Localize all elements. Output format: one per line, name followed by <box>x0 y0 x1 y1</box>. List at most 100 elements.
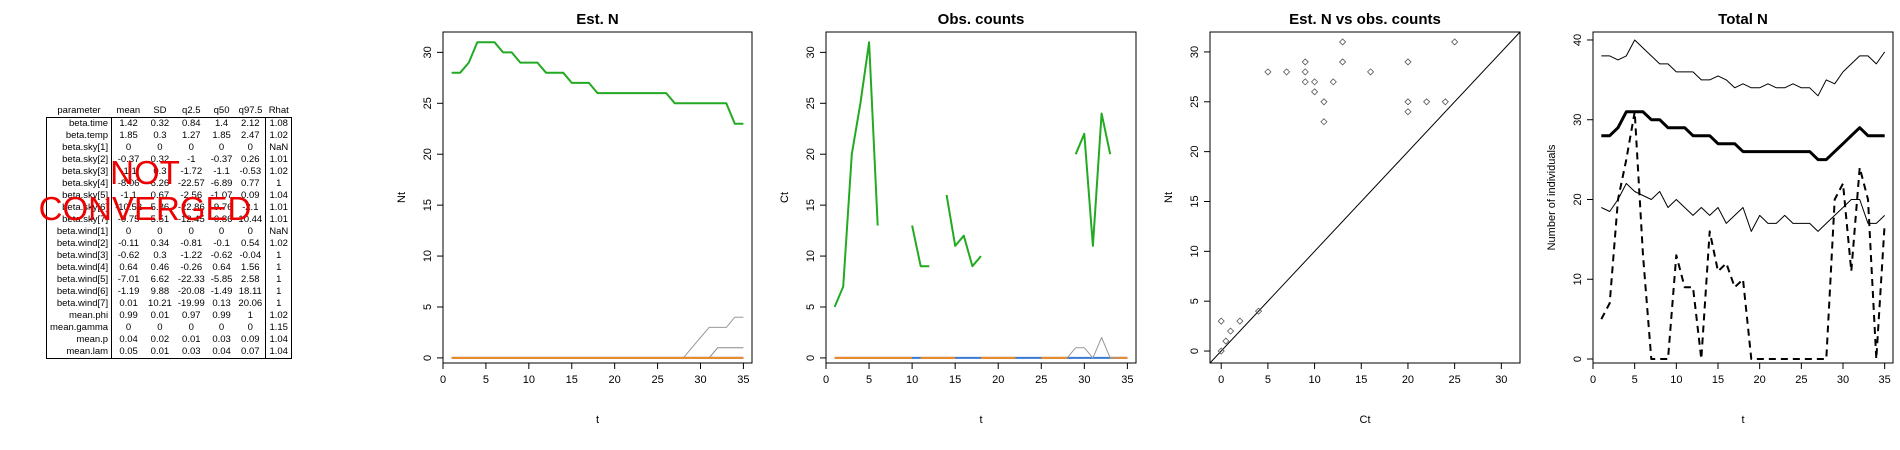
table-cell: 0 <box>188 226 194 238</box>
plot-area <box>1210 32 1520 363</box>
x-tick-label: 10 <box>1670 374 1682 386</box>
table-header-row: parameter mean SD q2.5 q50 q97.5 Rhat <box>47 105 292 118</box>
table-cell: 0.09 <box>235 334 267 346</box>
data-point <box>1423 98 1431 106</box>
table-cell: 0.01 <box>150 310 170 322</box>
table-cell: 0 <box>157 142 163 154</box>
table-cell: 1.02 <box>269 130 288 142</box>
table-row: beta.sky[2] -0.37 0.32 -1 -0.37 0.26 1.01 <box>46 154 292 166</box>
x-tick-label: 20 <box>1754 374 1766 386</box>
x-tick-label: 15 <box>566 374 578 386</box>
column-header: mean <box>116 105 141 117</box>
table-cell: -1.49 <box>210 286 233 298</box>
table-cell: -1.1 <box>213 166 230 178</box>
table-cell: 0.54 <box>235 238 267 250</box>
table-cell: beta.wind[1] <box>46 226 113 238</box>
y-tick-label: 20 <box>805 148 817 160</box>
table-cell: 10.21 <box>148 298 172 310</box>
table-cell: 1.85 <box>212 130 231 142</box>
x-tick-label: 30 <box>1078 374 1090 386</box>
table-row: mean.phi 0.99 0.01 0.97 0.99 1 1.02 <box>46 310 292 322</box>
table-cell: -1 <box>187 154 196 166</box>
y-tick-label: 5 <box>805 304 817 310</box>
data-point <box>1217 347 1225 355</box>
table-cell: -0.37 <box>210 154 233 166</box>
data-point <box>1404 108 1412 116</box>
y-axis-label: Number of individuals <box>1546 144 1558 250</box>
table-cell: -9.76 <box>210 202 233 214</box>
x-tick-label: 5 <box>483 374 489 386</box>
series-line <box>1601 183 1886 232</box>
table-cell: -0.62 <box>117 250 140 262</box>
table-row: beta.wind[1] 0 0 0 0 0 NaN <box>46 226 292 238</box>
data-point <box>1367 68 1375 76</box>
table-cell: 2.47 <box>235 130 267 142</box>
table-cell: 0 <box>218 226 225 238</box>
x-tick-label: 35 <box>737 374 749 386</box>
table-cell: mean.phi <box>46 310 113 322</box>
table-cell: 1 <box>276 274 282 286</box>
data-point <box>1236 317 1244 325</box>
table-cell: 0.04 <box>212 346 231 358</box>
table-row: beta.wind[5] -7.01 6.62 -22.33 -5.85 2.58 1 <box>46 274 292 286</box>
table-cell: 2.58 <box>235 274 267 286</box>
table-cell: 1.02 <box>269 238 288 250</box>
parameter-table-panel: parameter mean SD q2.5 q50 q97.5 Rhat beta.tim… <box>46 105 322 391</box>
table-cell: beta.sky[1] <box>46 142 113 154</box>
x-tick-label: 25 <box>651 374 663 386</box>
y-tick-label: 10 <box>1189 245 1201 257</box>
table-cell: mean.gamma <box>46 322 113 334</box>
table-cell: 1.01 <box>269 214 288 226</box>
table-cell: 1.02 <box>269 166 288 178</box>
x-axis-label: Ct <box>1360 414 1371 426</box>
table-cell: 0.99 <box>119 310 138 322</box>
table-cell: -0.86 <box>210 214 233 226</box>
x-tick-label: 5 <box>1632 374 1638 386</box>
table-cell: 0.46 <box>150 262 170 274</box>
data-point <box>1329 78 1337 86</box>
table-cell: beta.wind[7] <box>46 298 113 310</box>
table-cell: mean.p <box>46 334 113 346</box>
parameter-table: parameter mean SD q2.5 q50 q97.5 Rhat beta.tim… <box>46 105 292 359</box>
table-cell: -1.1 <box>120 166 137 178</box>
data-point <box>1320 98 1328 106</box>
table-cell: -0.04 <box>235 250 267 262</box>
table-cell: -6.89 <box>210 178 233 190</box>
data-point <box>1217 317 1225 325</box>
y-tick-label: 40 <box>1572 34 1584 46</box>
y-tick-label: 30 <box>422 46 434 58</box>
x-tick-label: 30 <box>1495 374 1507 386</box>
plot-frame <box>1592 31 1894 364</box>
x-tick-label: 20 <box>992 374 1004 386</box>
table-cell: 0 <box>188 142 194 154</box>
y-axis-label: Ct <box>779 192 791 203</box>
y-tick-label: 5 <box>1189 298 1201 304</box>
series-line <box>1601 39 1886 97</box>
table-cell: 1 <box>276 262 282 274</box>
data-point <box>1339 38 1347 46</box>
table-row: beta.sky[3] -1.1 0.3 -1.72 -1.1 -0.53 1.02 <box>46 166 292 178</box>
y-tick-label: 30 <box>1189 46 1201 58</box>
table-cell: beta.wind[2] <box>46 238 113 250</box>
table-cell: 1 <box>276 298 282 310</box>
table-cell: 0.01 <box>150 346 170 358</box>
series-line <box>674 316 744 359</box>
table-cell: -8.06 <box>117 178 140 190</box>
chart-1: Obs. counts 0 5 10 15 20 25 30 35 0 5 10 15 20 25 30 t Ct <box>779 11 1137 426</box>
data-point <box>1226 327 1235 335</box>
x-axis-label: t <box>979 414 982 426</box>
x-tick-label: 30 <box>1837 374 1849 386</box>
table-cell: 0.77 <box>235 178 267 190</box>
table-cell: -22.57 <box>177 178 205 190</box>
table-cell: -1.22 <box>180 250 203 262</box>
table-cell: 0.09 <box>235 190 267 202</box>
table-cell: -0.1 <box>213 238 230 250</box>
table-cell: 5.51 <box>150 214 170 226</box>
y-tick-label: 15 <box>1189 195 1201 207</box>
table-cell: 0 <box>157 226 163 238</box>
table-cell: -2.56 <box>180 190 203 202</box>
table-cell: beta.sky[3] <box>46 166 113 178</box>
table-cell: -19.99 <box>177 298 205 310</box>
y-tick-label: 10 <box>805 250 817 262</box>
table-cell: 1.01 <box>269 202 288 214</box>
